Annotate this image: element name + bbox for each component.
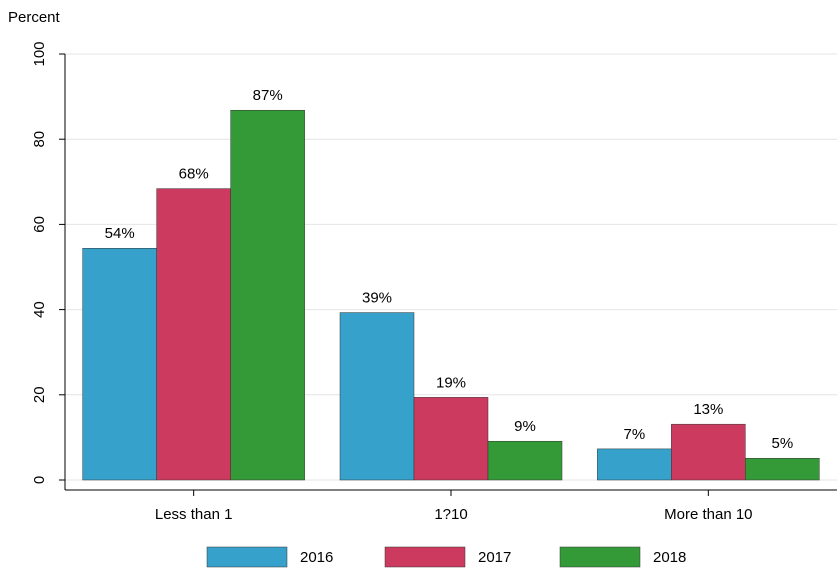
value-label: 68%	[179, 166, 209, 183]
legend-label: 2016	[300, 549, 333, 566]
legend-swatch	[206, 546, 288, 568]
value-label: 19%	[436, 374, 466, 391]
legend-swatch	[384, 546, 466, 568]
y-axis-label: Percent	[8, 9, 61, 26]
bar	[597, 448, 672, 481]
bar	[671, 423, 746, 481]
y-tick-label: 80	[31, 131, 48, 148]
x-tick-label: 1?10	[434, 506, 467, 523]
value-label: 54%	[105, 225, 135, 242]
value-label: 5%	[771, 435, 793, 452]
x-tick-label: Less than 1	[155, 506, 233, 523]
legend-label: 2018	[653, 549, 686, 566]
value-label: 13%	[693, 401, 723, 418]
bar	[82, 248, 157, 481]
bar	[156, 188, 231, 481]
legend-label: 2017	[478, 549, 511, 566]
y-tick-label: 0	[31, 476, 48, 484]
value-label: 87%	[253, 87, 283, 104]
value-label: 7%	[623, 426, 645, 443]
bar	[339, 312, 415, 481]
y-tick-label: 100	[31, 41, 48, 66]
value-label: 9%	[514, 418, 536, 435]
y-tick-label: 40	[31, 301, 48, 318]
legend-swatch	[559, 546, 641, 568]
x-tick-label: More than 10	[664, 506, 752, 523]
bar	[230, 109, 305, 481]
bar	[745, 458, 820, 481]
bar	[487, 440, 563, 481]
y-tick-label: 60	[31, 216, 48, 233]
value-label: 39%	[362, 290, 392, 307]
y-tick-label: 20	[31, 386, 48, 403]
bar	[413, 397, 489, 481]
